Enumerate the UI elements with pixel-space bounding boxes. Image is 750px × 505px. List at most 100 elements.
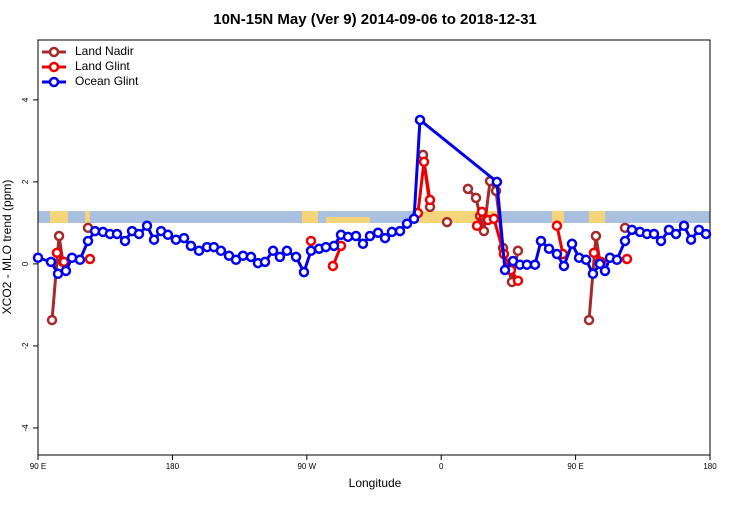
land-patch [85, 211, 90, 223]
point [215, 245, 227, 257]
point [590, 230, 602, 242]
point [512, 245, 524, 257]
point [499, 264, 511, 276]
plot-frame [37, 39, 711, 456]
point [414, 114, 426, 126]
point [594, 258, 606, 270]
legend-marker [48, 46, 60, 58]
x-tick-label: 90 W [297, 462, 316, 471]
point [46, 314, 58, 326]
point [327, 260, 339, 272]
point [193, 245, 205, 257]
y-tick-label: 2 [21, 179, 30, 184]
point [237, 250, 249, 261]
point [305, 245, 317, 257]
point [364, 230, 376, 242]
point [418, 156, 430, 168]
point [328, 240, 340, 252]
point [700, 228, 712, 240]
point [521, 259, 533, 270]
x-tick-label: 90 E [567, 462, 583, 471]
point [655, 235, 667, 247]
x-tick-label: 180 [166, 462, 180, 471]
point [320, 241, 332, 253]
point [619, 235, 631, 247]
point [133, 228, 145, 240]
x-tick-label: 0 [439, 462, 444, 471]
point [471, 220, 483, 232]
point [566, 238, 578, 250]
point [535, 235, 547, 247]
y-tick-label: -4 [21, 424, 30, 432]
y-axis-label: XCO2 - MLO trend (ppm) [0, 180, 14, 315]
point [678, 220, 690, 232]
x-tick-label: 90 E [30, 462, 46, 471]
legend-label: Land Glint [75, 59, 130, 73]
point [551, 220, 563, 232]
y-tick-label: 4 [21, 97, 30, 102]
point [162, 229, 174, 241]
point [670, 228, 682, 240]
point [53, 230, 65, 242]
legend-marker [48, 61, 60, 73]
land-patch [552, 211, 564, 223]
y-tick-label: 0 [21, 261, 30, 266]
point [588, 247, 600, 259]
point [305, 235, 317, 247]
point [357, 238, 369, 250]
legend-label: Land Nadir [75, 44, 134, 58]
point [148, 234, 160, 245]
point [626, 224, 638, 236]
point [111, 228, 123, 240]
point [583, 314, 595, 326]
point [394, 225, 406, 237]
point [551, 248, 563, 260]
land-patch [326, 217, 370, 223]
point [386, 226, 398, 238]
series-line [37, 116, 707, 277]
point [259, 256, 271, 268]
land-patch [589, 211, 605, 223]
point [558, 260, 570, 272]
point [298, 266, 310, 278]
point [611, 254, 623, 266]
point [60, 265, 72, 277]
point [372, 227, 384, 238]
y-tick-label: -2 [21, 342, 30, 350]
point [580, 254, 592, 266]
point [408, 213, 420, 225]
point [51, 247, 63, 259]
point [141, 220, 153, 232]
legend-marker [48, 76, 60, 88]
land-patch [50, 211, 68, 223]
point [58, 256, 70, 268]
ocean-strip [38, 211, 710, 223]
point [290, 251, 302, 263]
point [488, 213, 500, 225]
point [441, 216, 453, 228]
point [491, 176, 503, 188]
x-tick-label: 180 [703, 462, 717, 471]
point [82, 235, 94, 247]
point [379, 232, 391, 244]
point [274, 251, 286, 263]
point [599, 265, 611, 277]
point [74, 254, 86, 266]
point [185, 240, 197, 252]
x-axis-label: Longitude [349, 476, 402, 490]
point [621, 253, 633, 265]
point [462, 183, 474, 195]
point [84, 253, 96, 265]
point [245, 251, 257, 263]
point [281, 245, 293, 257]
point [476, 206, 488, 218]
point [478, 225, 490, 237]
point [685, 234, 697, 245]
map-strip [38, 211, 710, 223]
point [45, 256, 57, 268]
point [401, 218, 413, 229]
point [32, 252, 44, 264]
point [512, 275, 524, 286]
